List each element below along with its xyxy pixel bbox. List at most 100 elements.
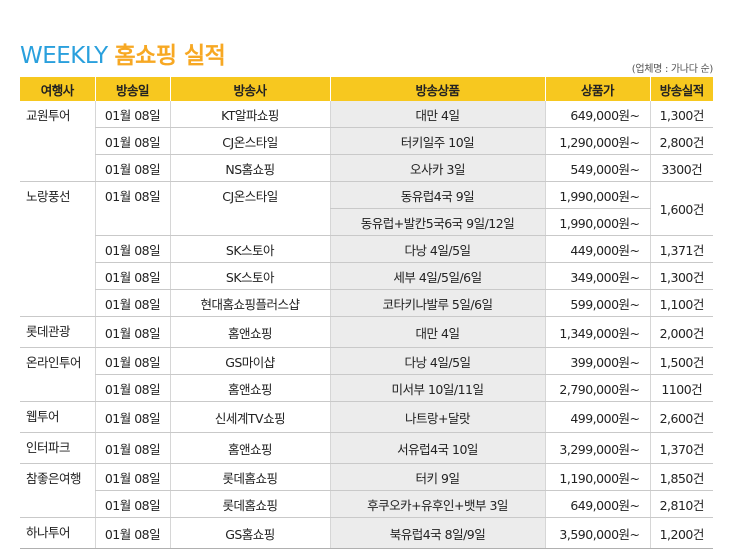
channel-cell: GS홈쇼핑 bbox=[169, 517, 330, 549]
price-cell: 3,299,000원~ bbox=[544, 432, 650, 464]
header-row: 여행사 방송일 방송사 방송상품 상품가 방송실적 bbox=[20, 77, 713, 101]
product-cell: 미서부 10일/11일 bbox=[329, 374, 545, 402]
agency-cell: 하나투어 bbox=[20, 517, 95, 549]
date-cell: 01월 08일 bbox=[94, 401, 170, 433]
table-row: 01월 08일 CJ온스타일 터키일주 10일 1,290,000원~ 2,80… bbox=[20, 127, 713, 155]
header-product: 방송상품 bbox=[329, 77, 545, 101]
date-cell: 01월 08일 bbox=[94, 127, 170, 155]
table-row: 참좋은여행 01월 08일 롯데홈쇼핑 터키 9일 1,190,000원~ 1,… bbox=[20, 463, 713, 518]
sales-cell: 2,810건 bbox=[649, 490, 713, 518]
sales-cell: 2,800건 bbox=[649, 127, 713, 155]
price-cell: 1,290,000원~ bbox=[544, 127, 650, 155]
table-row: 노랑풍선 01월 08일 CJ온스타일 동유럽4국 9일 1,990,000원~… bbox=[20, 181, 713, 317]
product-cell: 터키일주 10일 bbox=[329, 127, 545, 155]
page-title: WEEKLY 홈쇼핑 실적 bbox=[20, 36, 226, 70]
price-cell: 1,990,000원~ bbox=[544, 181, 650, 209]
price-cell: 1,990,000원~ bbox=[544, 208, 650, 236]
product-cell: 터키 9일 bbox=[329, 463, 545, 491]
sales-cell: 1100건 bbox=[649, 374, 713, 402]
table-row: 교원투어 01월 08일 KT알파쇼핑 대만 4일 649,000원~ 1,30… bbox=[20, 101, 713, 182]
agency-cell: 참좋은여행 bbox=[20, 463, 95, 518]
agency-cell: 웹투어 bbox=[20, 401, 95, 433]
header-sales: 방송실적 bbox=[649, 77, 713, 101]
table-row: 롯데관광 01월 08일 홈앤쇼핑 대만 4일 1,349,000원~ 2,00… bbox=[20, 316, 713, 348]
product-cell: 후쿠오카+유후인+뱃부 3일 bbox=[329, 490, 545, 518]
channel-cell: 롯데홈쇼핑 bbox=[169, 490, 330, 518]
price-cell: 399,000원~ bbox=[544, 347, 650, 375]
table-row: 인터파크 01월 08일 홈앤쇼핑 서유럽4국 10일 3,299,000원~ … bbox=[20, 432, 713, 464]
header-price: 상품가 bbox=[544, 77, 650, 101]
date-cell: 01월 08일 bbox=[94, 347, 170, 375]
date-cell: 01월 08일 bbox=[94, 262, 170, 290]
sales-cell: 1,600건 bbox=[649, 181, 713, 236]
price-cell: 649,000원~ bbox=[544, 101, 650, 128]
channel-cell: GS마이샵 bbox=[169, 347, 330, 375]
agency-cell: 온라인투어 bbox=[20, 347, 95, 402]
price-cell: 499,000원~ bbox=[544, 401, 650, 433]
product-cell: 코타키나발루 5일/6일 bbox=[329, 289, 545, 317]
product-cell: 다낭 4일/5일 bbox=[329, 235, 545, 263]
date-cell: 01월 08일 bbox=[94, 374, 170, 402]
channel-cell: SK스토아 bbox=[169, 235, 330, 263]
sales-cell: 2,600건 bbox=[649, 401, 713, 433]
sales-cell: 3300건 bbox=[649, 154, 713, 182]
table-row: 하나투어 01월 08일 GS홈쇼핑 북유럽4국 8일/9일 3,590,000… bbox=[20, 517, 713, 549]
table-row: 온라인투어 01월 08일 GS마이샵 다낭 4일/5일 399,000원~ 1… bbox=[20, 347, 713, 402]
table-row: 01월 08일 롯데홈쇼핑 후쿠오카+유후인+뱃부 3일 649,000원~ 2… bbox=[20, 490, 713, 518]
product-cell: 동유럽+발칸5국6국 9일/12일 bbox=[329, 208, 545, 236]
agency-cell: 노랑풍선 bbox=[20, 181, 95, 317]
price-cell: 449,000원~ bbox=[544, 235, 650, 263]
product-cell: 동유럽4국 9일 bbox=[329, 181, 545, 209]
date-cell: 01월 08일 bbox=[94, 235, 170, 263]
product-cell: 대만 4일 bbox=[329, 316, 545, 348]
table-row: 01월 08일 홈앤쇼핑 미서부 10일/11일 2,790,000원~ 110… bbox=[20, 374, 713, 402]
date-cell: 01월 08일 bbox=[94, 101, 170, 128]
sort-note: (업체명 : 가나다 순) bbox=[631, 64, 714, 75]
date-cell: 01월 08일 bbox=[94, 490, 170, 518]
channel-cell: 신세계TV쇼핑 bbox=[169, 401, 330, 433]
table-row: 동유럽+발칸5국6국 9일/12일 1,990,000원~ bbox=[20, 208, 713, 236]
channel-cell: 홈앤쇼핑 bbox=[169, 432, 330, 464]
date-cell: 01월 08일 bbox=[94, 463, 170, 491]
product-cell: 세부 4일/5일/6일 bbox=[329, 262, 545, 290]
price-cell: 349,000원~ bbox=[544, 262, 650, 290]
date-cell: 01월 08일 bbox=[94, 432, 170, 464]
sales-cell: 1,850건 bbox=[649, 463, 713, 491]
date-cell: 01월 08일 bbox=[94, 517, 170, 549]
product-cell: 북유럽4국 8일/9일 bbox=[329, 517, 545, 549]
product-cell: 대만 4일 bbox=[329, 101, 545, 128]
date-cell: 01월 08일 bbox=[94, 289, 170, 317]
channel-cell: 홈앤쇼핑 bbox=[169, 316, 330, 348]
product-cell: 서유럽4국 10일 bbox=[329, 432, 545, 464]
price-cell: 1,349,000원~ bbox=[544, 316, 650, 348]
sales-cell: 2,000건 bbox=[649, 316, 713, 348]
date-cell: 01월 08일 bbox=[94, 316, 170, 348]
title-english: WEEKLY bbox=[20, 43, 115, 69]
price-cell: 3,590,000원~ bbox=[544, 517, 650, 549]
table-row: 01월 08일 SK스토아 세부 4일/5일/6일 349,000원~ 1,30… bbox=[20, 262, 713, 290]
sales-cell: 1,300건 bbox=[649, 101, 713, 128]
sales-cell: 1,300건 bbox=[649, 262, 713, 290]
header-channel: 방송사 bbox=[169, 77, 330, 101]
sales-cell: 1,371건 bbox=[649, 235, 713, 263]
price-cell: 599,000원~ bbox=[544, 289, 650, 317]
table-row: 01월 08일 SK스토아 다낭 4일/5일 449,000원~ 1,371건 bbox=[20, 235, 713, 263]
sales-cell: 1,500건 bbox=[649, 347, 713, 375]
channel-cell: CJ온스타일 bbox=[169, 181, 330, 236]
price-cell: 549,000원~ bbox=[544, 154, 650, 182]
table-row: 01월 08일 현대홈쇼핑플러스샵 코타키나발루 5일/6일 599,000원~… bbox=[20, 289, 713, 317]
product-cell: 오사카 3일 bbox=[329, 154, 545, 182]
channel-cell: 롯데홈쇼핑 bbox=[169, 463, 330, 491]
price-cell: 1,190,000원~ bbox=[544, 463, 650, 491]
channel-cell: NS홈쇼핑 bbox=[169, 154, 330, 182]
table-row: 웹투어 01월 08일 신세계TV쇼핑 나트랑+달랏 499,000원~ 2,6… bbox=[20, 401, 713, 433]
table-row: 01월 08일 NS홈쇼핑 오사카 3일 549,000원~ 3300건 bbox=[20, 154, 713, 182]
channel-cell: SK스토아 bbox=[169, 262, 330, 290]
price-cell: 649,000원~ bbox=[544, 490, 650, 518]
product-cell: 나트랑+달랏 bbox=[329, 401, 545, 433]
header-agency: 여행사 bbox=[20, 77, 95, 101]
product-cell: 다낭 4일/5일 bbox=[329, 347, 545, 375]
agency-cell: 롯데관광 bbox=[20, 316, 95, 348]
date-cell: 01월 08일 bbox=[94, 154, 170, 182]
sales-cell: 1,200건 bbox=[649, 517, 713, 549]
